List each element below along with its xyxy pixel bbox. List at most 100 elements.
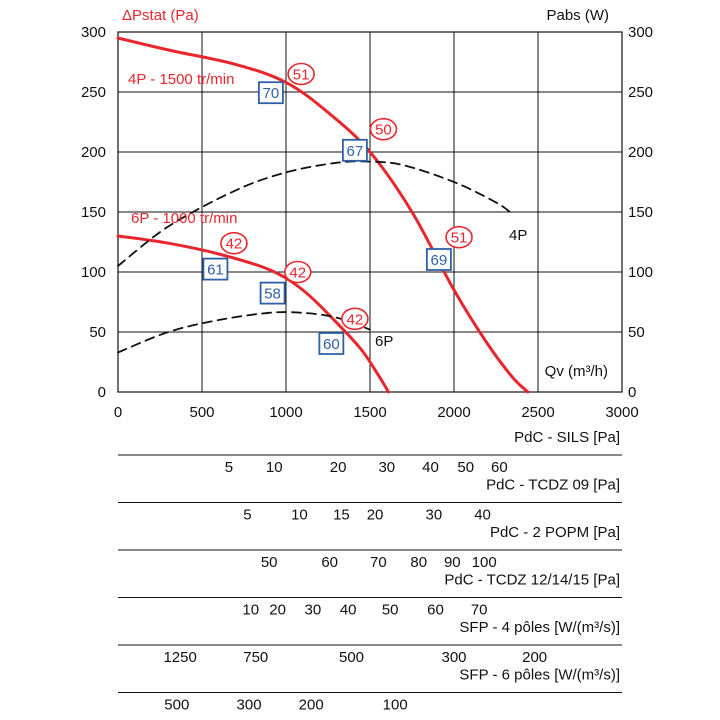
- scale-title: PdC - TCDZ 12/14/15 [Pa]: [444, 572, 620, 589]
- power-marker-label: 70: [263, 85, 280, 102]
- efficiency-marker: 42: [341, 307, 369, 331]
- efficiency-marker-ring: [341, 307, 369, 331]
- y-tick-label-left: 0: [98, 384, 106, 401]
- scale-tick-label: 100: [472, 554, 497, 571]
- scale-tick-label: 40: [340, 602, 357, 619]
- power-marker-label: 67: [347, 143, 364, 160]
- scale-row: PdC - 2 POPM [Pa] 50 60 70 80 90 100: [118, 524, 622, 571]
- scale-tick-label: 5: [243, 507, 251, 524]
- power-marker-label: 69: [431, 252, 448, 269]
- y-tick-label-right: 300: [628, 24, 653, 41]
- y-tick-label-right: 100: [628, 264, 653, 281]
- x-tick-label: 1500: [353, 404, 386, 421]
- power-marker-box: [257, 81, 284, 105]
- scale-tick-label: 5: [225, 459, 233, 476]
- scale-tick-label: 500: [164, 697, 189, 714]
- efficiency-marker-ring: [220, 231, 248, 255]
- scale-row: PdC - TCDZ 12/14/15 [Pa] 10 20 30 40 50 60 70: [118, 572, 622, 619]
- efficiency-marker: 42: [283, 260, 312, 284]
- plot-area: 51 50 51 42 42 42 70 67 69 61 58 60: [116, 31, 623, 394]
- scale-tick-label: 50: [382, 602, 399, 619]
- y-tick-label-left: 250: [81, 84, 106, 101]
- scale-tick-label: 500: [339, 649, 364, 666]
- y-tick-label-right: 250: [628, 84, 653, 101]
- y-tick-label-left: 150: [81, 204, 106, 221]
- power-curve-6p: [117, 311, 371, 354]
- power-label-6p: 6P: [375, 333, 393, 350]
- power-marker: 70: [257, 81, 284, 105]
- x-axis-label: Qv (m³/h): [545, 363, 608, 380]
- scale-tick-label: 30: [378, 459, 395, 476]
- efficiency-marker-label: 42: [289, 265, 306, 282]
- scale-title: SFP - 6 pôles [W/(m³/s)]: [459, 667, 620, 684]
- scale-tick-label: 90: [444, 554, 461, 571]
- scale-tick-label: 300: [237, 697, 262, 714]
- scale-tick-label: 750: [243, 649, 268, 666]
- power-marker-label: 60: [323, 336, 340, 353]
- scale-tick-label: 30: [425, 507, 442, 524]
- power-marker-box: [318, 332, 345, 355]
- axes-text: ΔPstat (Pa) Pabs (W) Qv (m³/h) 4P - 1500…: [122, 7, 609, 380]
- power-marker-box: [259, 281, 286, 305]
- scale-tick-label: 1250: [163, 649, 196, 666]
- x-tick-label: 2500: [521, 404, 554, 421]
- scale-tick-label: 20: [330, 459, 347, 476]
- scale-tick-label: 10: [291, 507, 308, 524]
- pressure-curve-4p: [116, 36, 530, 394]
- grid: [117, 31, 623, 393]
- y-tick-label-right: 200: [628, 144, 653, 161]
- scale-row: PdC - SILS [Pa] 5 10 20 30 40 50 60: [118, 429, 622, 476]
- series-label-6p: 6P - 1000 tr/min: [131, 210, 237, 227]
- efficiency-marker: 42: [220, 231, 248, 255]
- scale-tick-label: 80: [410, 554, 427, 571]
- scale-title: PdC - TCDZ 09 [Pa]: [486, 477, 620, 494]
- efficiency-marker-ring: [287, 62, 315, 86]
- efficiency-marker: 51: [445, 225, 473, 249]
- scale-row: SFP - 4 pôles [W/(m³/s)] 1250 750 500 300 200: [118, 619, 622, 666]
- scale-tick-label: 60: [491, 459, 508, 476]
- scale-tick-label: 60: [427, 602, 444, 619]
- efficiency-marker-ring: [369, 117, 398, 141]
- scale-tick-label: 40: [474, 507, 491, 524]
- x-tick-label: 1000: [269, 404, 302, 421]
- scale-tick-label: 60: [321, 554, 338, 571]
- markers: 51 50 51 42 42 42 70 67 69 61 58 60: [202, 62, 473, 355]
- scale-tick-label: 200: [299, 697, 324, 714]
- scale-tick-label: 10: [266, 459, 283, 476]
- y-tick-label-right: 0: [628, 384, 636, 401]
- scale-row: SFP - 6 pôles [W/(m³/s)] 500 300 200 100: [118, 667, 622, 714]
- curves: [116, 36, 530, 394]
- scale-tick-label: 70: [370, 554, 387, 571]
- y-tick-label-left: 200: [81, 144, 106, 161]
- scale-title: PdC - SILS [Pa]: [514, 429, 620, 446]
- scale-tick-label: 40: [422, 459, 439, 476]
- power-marker: 58: [259, 281, 286, 305]
- scale-tick-label: 20: [367, 507, 384, 524]
- scale-tick-label: 50: [457, 459, 474, 476]
- power-marker-box: [425, 248, 452, 271]
- x-tick-label: 0: [114, 404, 122, 421]
- power-marker: 67: [341, 138, 368, 162]
- efficiency-marker-label: 51: [293, 67, 310, 84]
- efficiency-marker: 51: [287, 62, 315, 86]
- scale-tick-label: 70: [471, 602, 488, 619]
- scale-title: PdC - 2 POPM [Pa]: [490, 524, 620, 541]
- scale-tick-label: 100: [383, 697, 408, 714]
- efficiency-marker-ring: [283, 260, 312, 284]
- x-tick-label: 2000: [437, 404, 470, 421]
- power-marker: 61: [202, 257, 229, 281]
- scale-title: SFP - 4 pôles [W/(m³/s)]: [459, 619, 620, 636]
- scale-tick-label: 50: [261, 554, 278, 571]
- efficiency-marker-label: 42: [347, 311, 364, 328]
- left-axis-label: ΔPstat (Pa): [122, 7, 199, 24]
- y-tick-label-left: 100: [81, 264, 106, 281]
- scale-tick-label: 300: [441, 649, 466, 666]
- scale-row: PdC - TCDZ 09 [Pa] 5 10 15 20 30 40: [118, 477, 622, 524]
- efficiency-marker-label: 42: [226, 236, 243, 253]
- power-marker-box: [202, 257, 229, 281]
- power-marker: 69: [425, 248, 452, 271]
- scale-tick-label: 30: [305, 602, 322, 619]
- y-tick-label-right: 50: [628, 324, 645, 341]
- y-tick-label-right: 150: [628, 204, 653, 221]
